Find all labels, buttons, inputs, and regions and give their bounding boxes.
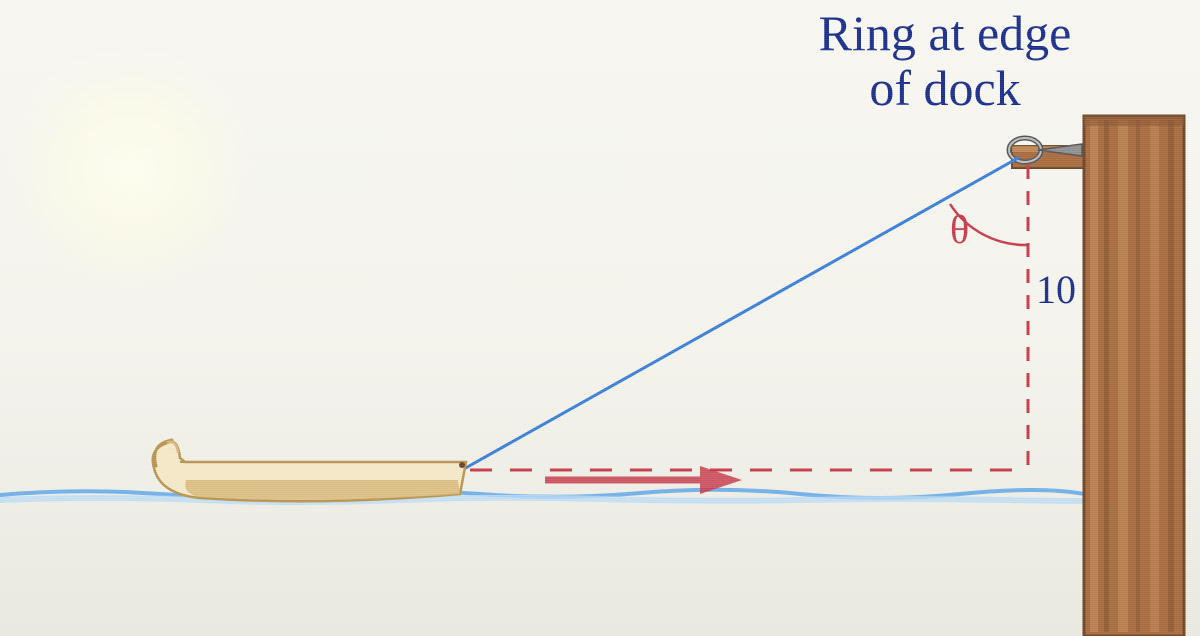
rope xyxy=(462,158,1018,470)
ring-label: Ring at edge of dock xyxy=(760,6,1130,116)
dock-post xyxy=(1012,116,1184,636)
water-highlight xyxy=(0,498,1086,502)
diagram-stage: Ring at edge of dock θ 10 xyxy=(0,0,1200,636)
theta-label: θ xyxy=(950,208,969,252)
ring-label-line2: of dock xyxy=(869,60,1020,116)
ring-label-line1: Ring at edge xyxy=(819,5,1072,61)
water xyxy=(0,490,1086,502)
boat xyxy=(153,440,466,501)
height-label: 10 xyxy=(1036,268,1076,312)
